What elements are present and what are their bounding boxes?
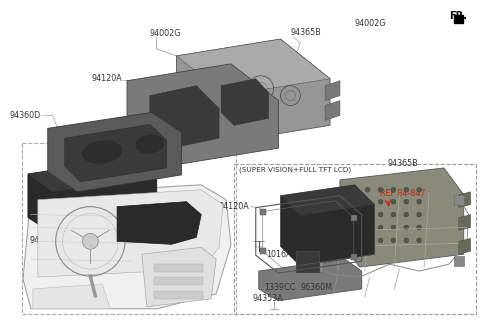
Circle shape: [378, 187, 383, 192]
Circle shape: [417, 225, 421, 230]
Text: 94120A: 94120A: [218, 202, 249, 211]
Bar: [351, 254, 357, 260]
Circle shape: [365, 238, 370, 243]
Polygon shape: [117, 202, 201, 244]
Circle shape: [404, 225, 409, 230]
Polygon shape: [142, 247, 216, 307]
Polygon shape: [127, 64, 278, 165]
Circle shape: [391, 238, 396, 243]
Circle shape: [404, 187, 409, 192]
Polygon shape: [325, 81, 340, 101]
Ellipse shape: [136, 135, 164, 153]
Bar: [313, 262, 323, 272]
Circle shape: [365, 187, 370, 192]
Circle shape: [391, 212, 396, 217]
Circle shape: [352, 199, 357, 204]
Polygon shape: [177, 39, 330, 95]
Polygon shape: [259, 259, 362, 301]
Circle shape: [352, 187, 357, 192]
Circle shape: [378, 199, 383, 204]
Circle shape: [417, 199, 421, 204]
Polygon shape: [459, 192, 471, 208]
Bar: [22, 143, 236, 314]
Polygon shape: [150, 86, 219, 148]
Bar: [351, 215, 357, 220]
Circle shape: [417, 212, 421, 217]
Circle shape: [417, 187, 421, 192]
Polygon shape: [459, 238, 471, 254]
Circle shape: [365, 212, 370, 217]
Circle shape: [352, 238, 357, 243]
Bar: [260, 248, 265, 254]
Circle shape: [391, 199, 396, 204]
Bar: [154, 277, 203, 285]
Circle shape: [391, 187, 396, 192]
Circle shape: [417, 238, 421, 243]
Circle shape: [378, 238, 383, 243]
Ellipse shape: [83, 141, 122, 163]
Circle shape: [404, 199, 409, 204]
Text: REF 84-847: REF 84-847: [380, 189, 425, 198]
Text: 1339CC: 1339CC: [264, 283, 295, 292]
Polygon shape: [38, 190, 223, 277]
Circle shape: [365, 199, 370, 204]
Circle shape: [378, 212, 383, 217]
Bar: [315, 195, 325, 205]
Polygon shape: [33, 284, 110, 309]
Polygon shape: [65, 124, 167, 182]
Text: 94353A: 94353A: [253, 294, 284, 303]
Circle shape: [404, 238, 409, 243]
Bar: [154, 264, 203, 272]
Polygon shape: [28, 158, 156, 192]
Circle shape: [404, 212, 409, 217]
Polygon shape: [459, 215, 471, 231]
Polygon shape: [280, 185, 374, 215]
Circle shape: [391, 225, 396, 230]
Polygon shape: [280, 185, 374, 266]
Text: 96360M: 96360M: [300, 283, 332, 292]
Text: FR.: FR.: [449, 11, 467, 21]
Text: 1016AD: 1016AD: [265, 250, 297, 259]
Text: (SUPER VISION+FULL TFT LCD): (SUPER VISION+FULL TFT LCD): [239, 167, 351, 174]
Polygon shape: [340, 168, 464, 267]
Bar: [154, 291, 203, 299]
FancyBboxPatch shape: [296, 251, 319, 272]
Circle shape: [83, 234, 98, 249]
Polygon shape: [454, 15, 463, 23]
Text: 94365B: 94365B: [290, 28, 321, 37]
Polygon shape: [28, 158, 156, 234]
Text: 94353A: 94353A: [30, 236, 60, 245]
Text: 94002G: 94002G: [355, 19, 386, 28]
Polygon shape: [325, 101, 340, 120]
Text: 94365B: 94365B: [387, 159, 418, 168]
Polygon shape: [23, 185, 231, 309]
Polygon shape: [221, 79, 269, 125]
Polygon shape: [48, 113, 181, 192]
Circle shape: [378, 225, 383, 230]
Text: 94360D: 94360D: [10, 111, 41, 120]
Bar: [260, 209, 265, 215]
Circle shape: [365, 225, 370, 230]
Text: 94120A: 94120A: [91, 74, 122, 83]
Text: 94002G: 94002G: [150, 29, 181, 38]
Polygon shape: [177, 39, 330, 142]
Bar: [454, 256, 464, 266]
Circle shape: [352, 212, 357, 217]
Circle shape: [352, 225, 357, 230]
Bar: [454, 195, 464, 205]
Bar: [234, 164, 476, 314]
